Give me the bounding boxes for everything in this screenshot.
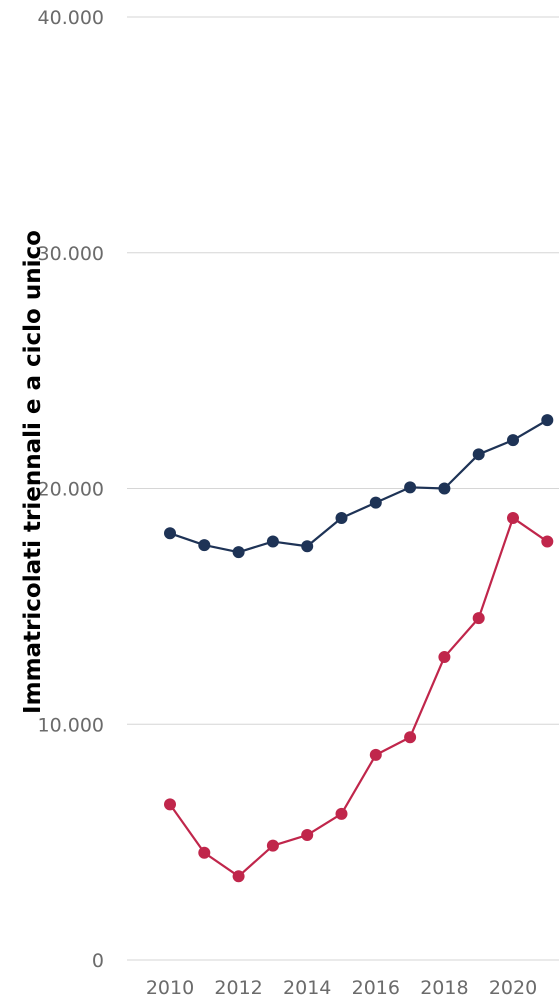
data-point (404, 731, 417, 744)
data-point (301, 829, 314, 842)
data-point (438, 482, 451, 495)
data-point (369, 496, 382, 509)
y-tick-label: 0 (92, 950, 104, 972)
series-2 (164, 511, 554, 883)
data-point (507, 434, 519, 447)
data-point (198, 846, 211, 859)
gridlines (127, 16, 559, 961)
data-point (266, 535, 279, 548)
y-tick-label: 40.000 (38, 7, 104, 29)
data-point (438, 651, 451, 664)
x-tick-label: 2018 (420, 977, 468, 999)
series-layer (164, 414, 554, 883)
data-point (164, 798, 176, 811)
x-tick-label: 2020 (489, 977, 537, 999)
data-point (164, 527, 176, 540)
data-point (301, 540, 314, 553)
data-point (232, 870, 245, 883)
x-tick-label: 2012 (214, 977, 262, 999)
data-point (472, 612, 485, 625)
series-line (169, 516, 548, 878)
data-point (404, 481, 417, 494)
y-axis-ticks: 0 10.000 20.000 30.000 40.000 (38, 7, 104, 972)
y-tick-label: 20.000 (38, 479, 104, 501)
x-tick-label: 2010 (146, 977, 194, 999)
data-point (472, 448, 485, 461)
x-tick-label: 2014 (283, 977, 331, 999)
y-tick-label: 30.000 (38, 243, 104, 265)
data-point (266, 839, 279, 852)
series-line (169, 419, 548, 554)
data-point (369, 748, 382, 761)
data-point (198, 539, 211, 552)
data-point (232, 546, 245, 559)
data-point (335, 807, 348, 820)
x-axis-ticks: 2010 2012 2014 2016 2018 2020 (146, 977, 537, 999)
data-point (541, 535, 554, 548)
series-1 (164, 414, 554, 559)
data-point (541, 414, 554, 427)
y-tick-label: 10.000 (38, 714, 104, 736)
data-point (335, 511, 348, 524)
x-tick-label: 2016 (352, 977, 400, 999)
data-point (507, 511, 519, 524)
y-axis-label: Immatricolati triennali e a ciclo unico (20, 230, 46, 714)
